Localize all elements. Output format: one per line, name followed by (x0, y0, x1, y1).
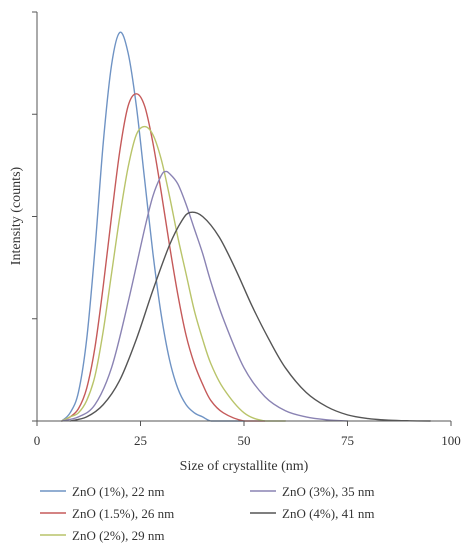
y-axis-title: Intensity (counts) (9, 166, 24, 265)
x-tick-label-3: 75 (341, 433, 354, 448)
series-line-4 (69, 211, 431, 422)
x-tick-label-4: 100 (441, 433, 461, 448)
series-line-3 (61, 170, 349, 422)
x-tick-label-2: 50 (238, 433, 251, 448)
legend: ZnO (1%), 22 nm ZnO (1.5%), 26 nm ZnO (2%)… (40, 484, 374, 543)
legend-label-4: ZnO (4%), 41 nm (282, 506, 374, 521)
x-axis-title: Size of crystallite (nm) (180, 459, 309, 474)
x-tick-label-1: 25 (134, 433, 147, 448)
axes (36, 12, 451, 422)
x-ticks: 0 25 50 75 100 (34, 421, 461, 448)
series-line-0 (61, 31, 245, 422)
plot-area (61, 31, 431, 422)
legend-label-2: ZnO (2%), 29 nm (72, 528, 164, 543)
series-line-2 (61, 125, 287, 422)
legend-label-1: ZnO (1.5%), 26 nm (72, 506, 174, 521)
legend-label-0: ZnO (1%), 22 nm (72, 484, 164, 499)
x-tick-label-0: 0 (34, 433, 41, 448)
y-ticks (32, 11, 37, 422)
legend-label-3: ZnO (3%), 35 nm (282, 484, 374, 499)
series-line-1 (61, 93, 266, 422)
